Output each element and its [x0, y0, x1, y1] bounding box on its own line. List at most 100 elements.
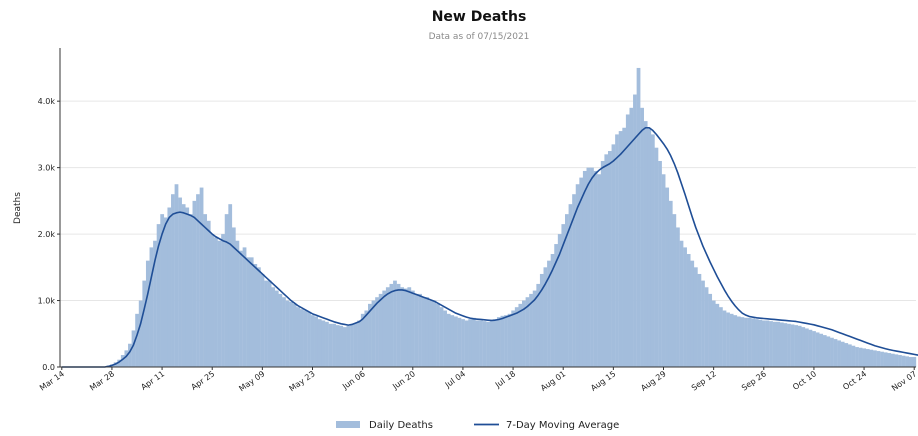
daily-deaths-bar: [389, 283, 394, 367]
daily-deaths-bar: [629, 107, 634, 367]
y-axis-label: Deaths: [13, 192, 23, 224]
daily-deaths-bar: [443, 310, 447, 367]
daily-deaths-bar: [160, 214, 165, 367]
daily-deaths-bar: [439, 307, 444, 367]
y-tick-label: 1.0k: [38, 297, 56, 306]
legend[interactable]: Daily Deaths 7-Day Moving Average: [336, 420, 619, 431]
daily-deaths-bar: [840, 341, 845, 367]
daily-deaths-bar: [239, 250, 243, 367]
daily-deaths-bar: [719, 307, 723, 367]
daily-deaths-bar: [837, 340, 841, 367]
x-tick-label: Oct 24: [841, 369, 868, 392]
daily-deaths-bar: [357, 320, 362, 367]
daily-deaths-bar: [539, 273, 544, 367]
daily-deaths-bar: [325, 321, 329, 367]
daily-deaths-bar: [865, 349, 870, 367]
daily-deaths-bar: [382, 290, 387, 367]
daily-deaths-bar: [163, 217, 168, 367]
daily-deaths-bar: [282, 297, 286, 367]
daily-deaths-bar: [253, 263, 258, 367]
daily-deaths-bar: [522, 300, 526, 367]
legend-swatch-daily-deaths: [336, 421, 360, 428]
x-tick-label: May 23: [288, 369, 317, 393]
daily-deaths-bar: [260, 273, 265, 367]
daily-deaths-bar: [697, 273, 702, 367]
daily-deaths-bar: [203, 214, 208, 367]
daily-deaths-bar: [171, 194, 175, 367]
daily-deaths-bar: [887, 353, 892, 367]
daily-deaths-bar: [726, 312, 730, 367]
daily-deaths-bar: [744, 317, 748, 367]
daily-deaths-bar: [779, 322, 784, 367]
daily-deaths-bar: [804, 328, 809, 367]
daily-deaths-bar: [898, 355, 902, 367]
daily-deaths-bar: [901, 355, 906, 367]
daily-deaths-bar: [317, 319, 322, 367]
daily-deaths-bar: [912, 357, 917, 367]
daily-deaths-bar: [364, 310, 369, 367]
daily-deaths-bar: [210, 234, 215, 367]
daily-deaths-bar: [174, 184, 179, 367]
daily-deaths-bar: [543, 267, 548, 367]
x-tick-label: Apr 25: [189, 369, 216, 392]
y-tick-label: 2.0k: [38, 230, 56, 239]
daily-deaths-bar: [733, 315, 738, 367]
daily-deaths-bar: [418, 293, 422, 367]
daily-deaths-bar: [493, 319, 498, 367]
daily-deaths-bar: [453, 316, 458, 367]
daily-deaths-bar: [321, 320, 326, 367]
daily-deaths-bar: [797, 325, 802, 367]
daily-deaths-bar: [328, 323, 333, 367]
daily-deaths-bar: [156, 224, 161, 367]
daily-deaths-bar: [256, 267, 261, 367]
daily-deaths-bar: [221, 234, 225, 367]
daily-deaths-bar: [615, 134, 619, 367]
chart-subtitle: Data as of 07/15/2021: [429, 32, 530, 42]
daily-deaths-bar: [224, 214, 229, 367]
daily-deaths-bar: [264, 280, 268, 367]
x-tick-label: Mar 28: [88, 369, 116, 392]
legend-label-daily-deaths: Daily Deaths: [369, 420, 433, 431]
daily-deaths-bar: [181, 204, 186, 367]
daily-deaths-bar: [611, 144, 616, 367]
daily-deaths-bar: [428, 300, 433, 367]
daily-deaths-bar: [296, 307, 301, 367]
legend-label-moving-average: 7-Day Moving Average: [506, 420, 619, 431]
daily-deaths-bar: [525, 297, 530, 367]
daily-deaths-bar: [303, 310, 308, 367]
daily-deaths-bar: [242, 247, 247, 367]
daily-deaths-bar: [597, 174, 601, 367]
daily-deaths-bar: [432, 300, 437, 367]
daily-deaths-bar: [654, 147, 659, 367]
x-tick-label: Jul 04: [443, 369, 467, 390]
daily-deaths-bar: [547, 260, 551, 367]
daily-deaths-bar: [794, 325, 798, 367]
x-tick-label: Aug 29: [639, 369, 667, 393]
daily-deaths-bar: [436, 303, 440, 367]
daily-deaths-bar: [557, 234, 562, 367]
daily-deaths-bar: [371, 300, 376, 367]
moving-average-line-group: [61, 126, 918, 368]
daily-deaths-bar: [711, 300, 716, 367]
daily-deaths-bar: [518, 303, 523, 367]
x-tick-label: Aug 15: [589, 369, 617, 393]
daily-deaths-bar: [808, 329, 813, 367]
daily-deaths-bar: [579, 177, 584, 367]
daily-deaths-bar: [120, 355, 125, 367]
daily-deaths-bar: [385, 287, 390, 367]
daily-deaths-bar: [686, 254, 691, 367]
daily-deaths-bar: [278, 293, 283, 367]
daily-deaths-bar: [185, 207, 190, 367]
daily-deaths-bar: [192, 200, 197, 367]
daily-deaths-bar: [690, 260, 695, 367]
daily-deaths-bar: [231, 227, 236, 367]
daily-deaths-bars: [106, 67, 917, 368]
daily-deaths-bar: [468, 319, 473, 367]
daily-deaths-bar: [353, 323, 358, 367]
daily-deaths-bar: [801, 327, 806, 367]
daily-deaths-bar: [640, 107, 644, 367]
daily-deaths-bar: [529, 293, 533, 367]
y-tick-label: 4.0k: [38, 97, 56, 106]
